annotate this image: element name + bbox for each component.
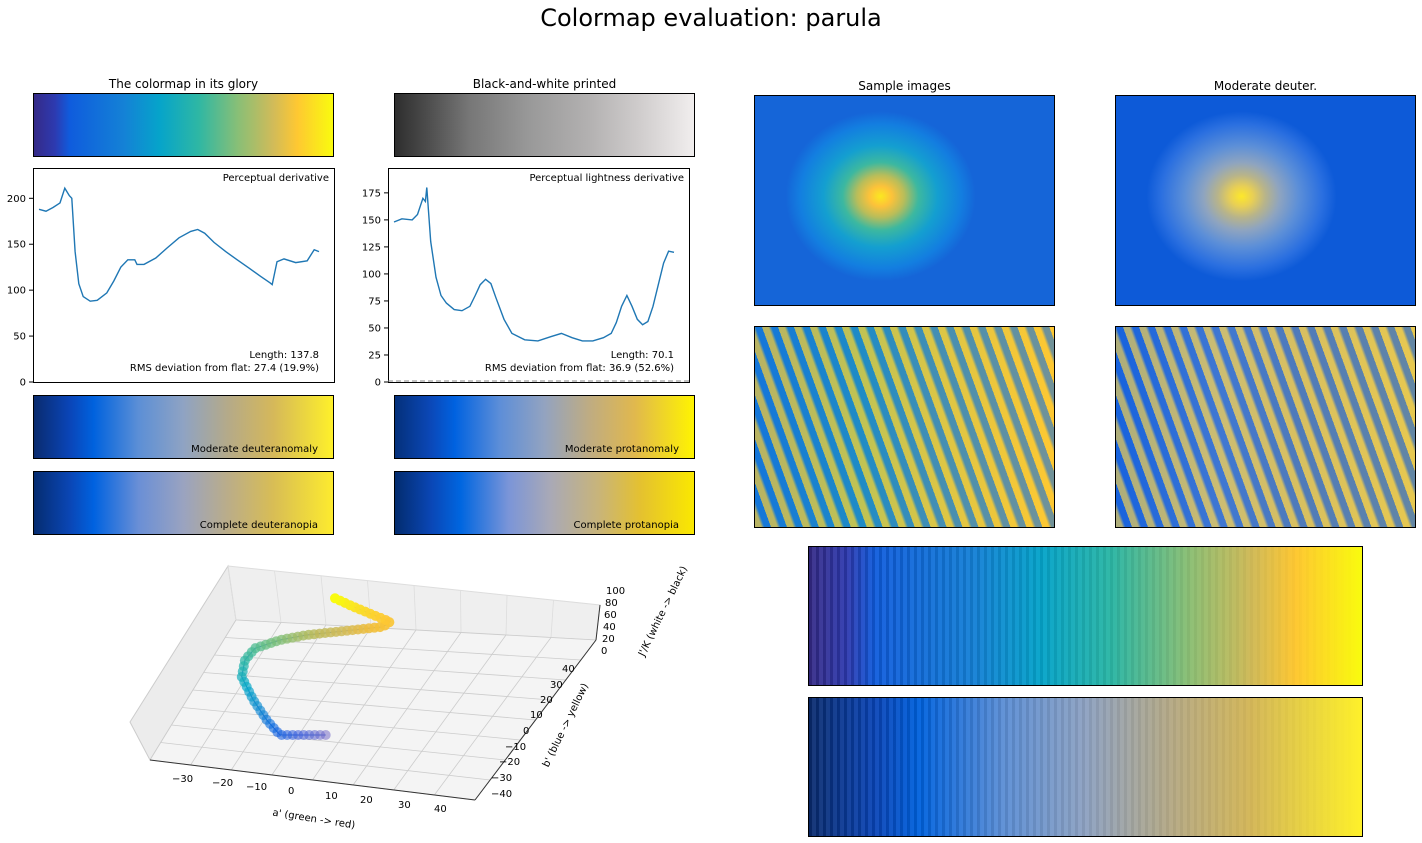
rms-annotation: RMS deviation from flat: 27.4 (19.9%) — [130, 363, 319, 374]
grid-line — [352, 632, 462, 786]
grid-line — [235, 619, 597, 641]
tick-label: 20 — [602, 634, 615, 645]
figure-title: Colormap evaluation: parula — [540, 4, 882, 32]
tick-label: −20 — [499, 757, 521, 768]
label: Moderate protanomaly — [564, 444, 679, 455]
protanopia-bar: Complete protanopia — [394, 471, 695, 535]
colormap-bar — [33, 93, 334, 157]
bw-colormap-bar — [394, 93, 695, 157]
tick-label: 0 — [288, 786, 295, 797]
derivative-line — [393, 187, 675, 342]
grid-line — [434, 637, 552, 796]
label: Complete deuteranopia — [199, 520, 318, 531]
length-annotation: Length: 70.1 — [611, 350, 674, 361]
plot-title: Perceptual lightness derivative — [529, 173, 684, 184]
tick-label: 40 — [603, 622, 616, 633]
deuter-title: Moderate deuter. — [1213, 79, 1318, 93]
a-axis — [149, 759, 476, 801]
tick-label: −20 — [212, 778, 234, 789]
y-tick-label: 50 — [368, 323, 381, 334]
tick-label: 60 — [604, 610, 617, 621]
y-tick-label: 100 — [362, 269, 381, 280]
deuter-stripe-test-image — [808, 697, 1363, 837]
grid-line — [274, 570, 282, 623]
lightness-derivative-plot: 0 25 50 75 100 125 150 175 Perceptual lightness … — [362, 168, 690, 389]
tick-label: 80 — [605, 598, 618, 609]
grid-line — [550, 600, 554, 638]
plot-frame — [33, 168, 335, 383]
y-tick-label: 150 — [362, 215, 381, 226]
plot-title: Perceptual derivative — [223, 173, 329, 184]
grid-line — [413, 585, 417, 631]
y-tick-label: 25 — [368, 350, 381, 361]
tick-label: 0 — [601, 646, 608, 657]
grid-line — [320, 575, 327, 626]
sample-image — [754, 95, 1055, 306]
tick-label: 0 — [523, 726, 530, 737]
deuter-wave-pattern-image — [1115, 326, 1416, 528]
y-tick-label: 200 — [7, 194, 26, 205]
deuteranomaly-bar: Moderate deuteranomaly — [33, 395, 334, 459]
y-tick-label: 75 — [368, 296, 381, 307]
tick-label: 30 — [398, 800, 411, 811]
tick-label: −30 — [172, 774, 194, 785]
stripe-test-image — [808, 546, 1363, 686]
grid-line — [505, 595, 508, 636]
rms-annotation: RMS deviation from flat: 36.9 (52.6%) — [485, 363, 674, 374]
tick-label: 10 — [530, 710, 543, 721]
y-tick-label: 100 — [7, 286, 26, 297]
deuteranopia-bar: Complete deuteranopia — [33, 471, 334, 535]
deuter-sample-image — [1115, 95, 1416, 306]
y-tick-label: 50 — [13, 332, 26, 343]
label: Moderate deuteranomaly — [191, 444, 318, 455]
tick-label: −10 — [505, 742, 527, 753]
colormap-point — [330, 593, 340, 604]
tick-label: 10 — [325, 791, 338, 802]
perceptual-derivative-plot: 0 50 100 150 200 Perceptual derivative Length:… — [7, 168, 335, 389]
j-axis — [595, 604, 601, 641]
tick-label: 30 — [550, 680, 563, 691]
grid-line — [367, 580, 372, 628]
y-tick-label: 150 — [7, 240, 26, 251]
tick-label: −30 — [491, 773, 513, 784]
tick-label: −10 — [246, 782, 268, 793]
y-tick-label: 0 — [20, 378, 26, 389]
tick-label: 40 — [562, 664, 575, 675]
bw-title: Black-and-white printed — [472, 77, 617, 91]
b-axis — [474, 639, 597, 801]
grid-line — [460, 590, 462, 633]
y-tick-label: 125 — [362, 242, 381, 253]
y-tick-label: 175 — [362, 188, 381, 199]
3d-colorspace-plot — [129, 564, 601, 801]
sample-title: Sample images — [858, 79, 951, 93]
tick-label: 40 — [434, 804, 447, 815]
grid-line — [227, 565, 237, 621]
grid-line — [203, 672, 551, 701]
grid-line — [393, 634, 507, 791]
length-annotation: Length: 137.8 — [249, 350, 319, 361]
tick-label: −40 — [491, 789, 513, 800]
derivative-line — [38, 186, 320, 302]
tick-label: 100 — [606, 586, 626, 597]
protanomaly-bar: Moderate protanomaly — [394, 395, 695, 459]
label: Complete protanopia — [573, 520, 680, 531]
tick-label: 20 — [360, 795, 373, 806]
plot-frame — [388, 168, 690, 383]
tick-label: 20 — [540, 695, 553, 706]
wave-pattern-image — [754, 326, 1055, 528]
y-tick-label: 0 — [375, 378, 381, 389]
glory-title: The colormap in its glory — [108, 77, 259, 91]
grid-line — [214, 654, 566, 681]
